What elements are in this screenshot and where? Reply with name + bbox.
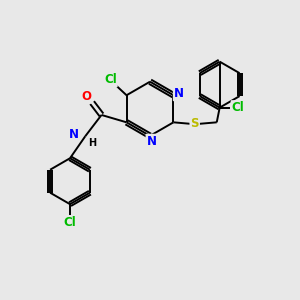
Text: Cl: Cl bbox=[64, 216, 76, 229]
Text: Cl: Cl bbox=[104, 74, 117, 86]
Text: N: N bbox=[146, 135, 157, 148]
Text: H: H bbox=[88, 138, 96, 148]
Text: S: S bbox=[190, 117, 199, 130]
Text: N: N bbox=[69, 128, 79, 141]
Text: O: O bbox=[82, 90, 92, 103]
Text: N: N bbox=[174, 87, 184, 100]
Text: Cl: Cl bbox=[232, 101, 244, 114]
